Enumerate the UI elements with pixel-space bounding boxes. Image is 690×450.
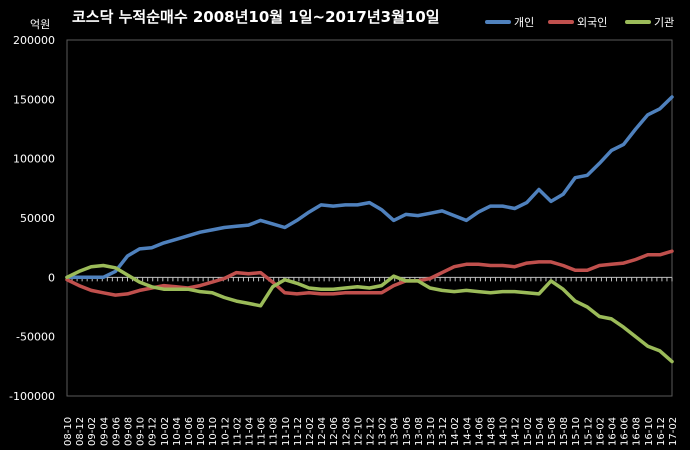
legend: 개인 외국인 기관 <box>485 14 690 30</box>
legend-label-institution: 기관 <box>654 16 675 29</box>
x-tick-label: 14-12 <box>511 417 522 446</box>
x-tick-label: 15-12 <box>583 417 594 446</box>
x-tick-label: 15-08 <box>559 417 570 446</box>
x-tick-label: 15-04 <box>535 417 546 446</box>
x-tick-label: 13-02 <box>378 417 389 446</box>
y-tick-label: -50000 <box>16 331 55 344</box>
x-tick-label: 16-04 <box>608 417 619 446</box>
x-tick-label: 11-08 <box>269 417 280 446</box>
x-tick-label: 13-12 <box>438 417 449 446</box>
x-tick-label: 10-06 <box>184 417 195 446</box>
x-tick-label: 12-08 <box>341 417 352 446</box>
x-tick-label: 12-04 <box>317 417 328 446</box>
x-tick-label: 09-12 <box>148 417 159 446</box>
legend-swatch-foreign <box>548 20 574 24</box>
y-tick-label: 200000 <box>13 34 55 47</box>
x-tick-label: 10-12 <box>220 417 231 446</box>
legend-item-foreign: 외국인 <box>548 14 607 30</box>
x-tick-label: 08-10 <box>63 417 74 446</box>
legend-item-institution: 기관 <box>625 14 674 30</box>
x-tick-label: 11-12 <box>293 417 304 446</box>
x-tick-label: 16-06 <box>620 417 631 446</box>
x-tick-label: 09-06 <box>111 417 122 446</box>
legend-swatch-individual <box>485 20 511 24</box>
x-tick-label: 14-10 <box>499 417 510 446</box>
y-tick-label: 0 <box>48 271 55 284</box>
x-tick-label: 11-10 <box>281 417 292 446</box>
x-tick-label: 10-10 <box>208 417 219 446</box>
x-tick-label: 16-08 <box>632 417 643 446</box>
series-line-1 <box>65 249 674 297</box>
x-tick-label: 08-12 <box>75 417 86 446</box>
legend-swatch-institution <box>625 20 651 24</box>
x-tick-label: 09-04 <box>99 417 110 446</box>
x-tick-label: 12-02 <box>305 417 316 446</box>
x-tick-label: 15-10 <box>571 417 582 446</box>
y-tick-label: 150000 <box>13 93 55 106</box>
x-tick-label: 13-10 <box>426 417 437 446</box>
x-tick-label: 09-02 <box>87 417 98 446</box>
y-axis-unit-label: 억원 <box>30 18 51 31</box>
x-tick-label: 11-04 <box>245 417 256 446</box>
legend-item-individual: 개인 <box>485 14 534 30</box>
x-tick-label: 14-06 <box>474 417 485 446</box>
y-tick-label: 50000 <box>20 212 55 225</box>
x-tick-label: 09-08 <box>124 417 135 446</box>
x-tick-label: 12-12 <box>366 417 377 446</box>
x-tick-label: 16-12 <box>656 417 667 446</box>
x-tick-label: 15-06 <box>547 417 558 446</box>
chart-title: 코스닥 누적순매수 2008년10월 1일~2017년3월10일 <box>72 8 440 26</box>
y-tick-label: -100000 <box>9 390 55 403</box>
x-tick-label: 12-10 <box>353 417 364 446</box>
x-tick-label: 10-08 <box>196 417 207 446</box>
x-tick-label: 10-04 <box>172 417 183 446</box>
series-line-2 <box>65 263 674 364</box>
x-tick-label: 09-10 <box>136 417 147 446</box>
x-tick-label: 15-02 <box>523 417 534 446</box>
x-tick-label: 13-06 <box>402 417 413 446</box>
x-tick-label: 14-04 <box>462 417 473 446</box>
x-tick-label: 11-02 <box>232 417 243 446</box>
x-tick-label: 10-02 <box>160 417 171 446</box>
legend-label-individual: 개인 <box>514 16 535 29</box>
series-line-0 <box>65 95 674 280</box>
plot-area-border <box>66 39 673 397</box>
x-tick-label: 14-08 <box>487 417 498 446</box>
x-tick-label: 16-10 <box>644 417 655 446</box>
x-tick-label: 13-04 <box>390 417 401 446</box>
x-tick-label: 12-06 <box>329 417 340 446</box>
y-tick-label: 100000 <box>13 153 55 166</box>
x-tick-label: 16-02 <box>595 417 606 446</box>
x-tick-label: 14-02 <box>450 417 461 446</box>
legend-label-foreign: 외국인 <box>577 16 608 29</box>
x-tick-label: 11-06 <box>257 417 268 446</box>
x-tick-label: 17-02 <box>668 417 679 446</box>
x-tick-label: 13-08 <box>414 417 425 446</box>
